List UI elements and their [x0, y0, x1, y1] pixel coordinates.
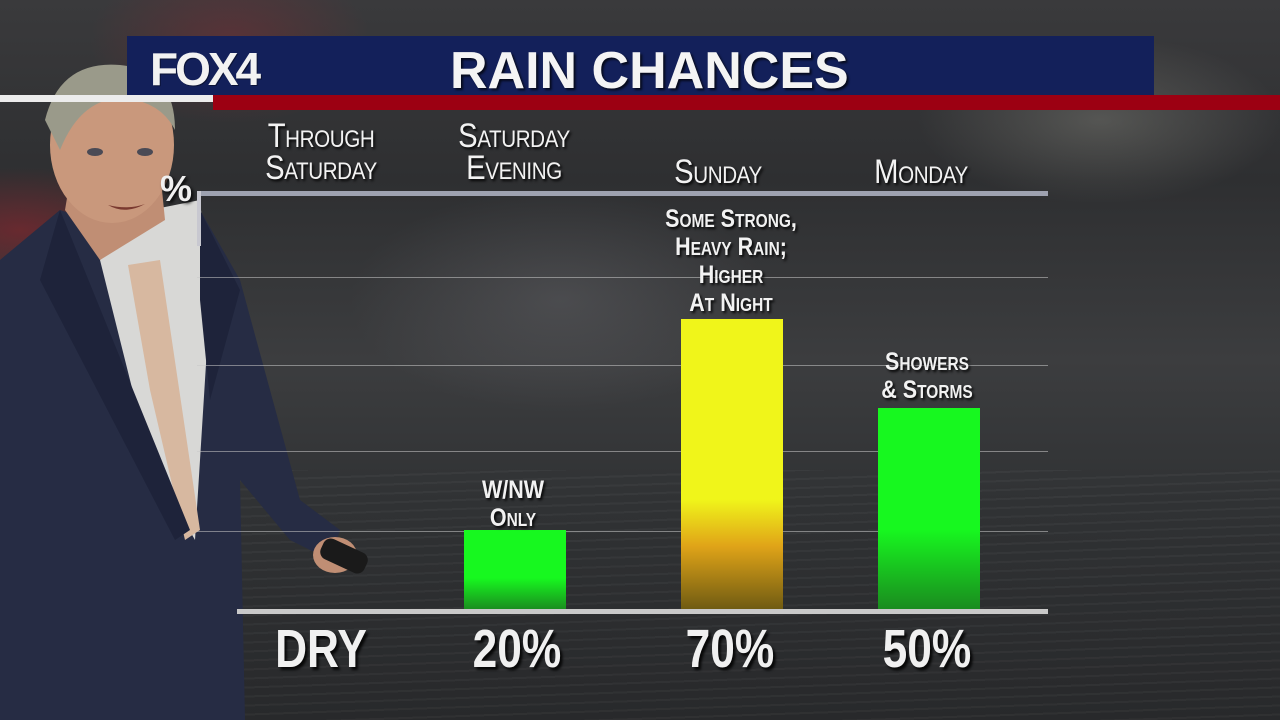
value-saturday-evening: 20%	[472, 619, 562, 679]
graphic-title: RAIN CHANCES	[450, 42, 849, 100]
value-through-saturday: DRY	[275, 619, 367, 679]
chart-baseline	[237, 609, 1048, 614]
partial-axis-label: %	[160, 168, 193, 209]
heading-line: Sunday	[674, 153, 762, 191]
presenter-figure	[0, 64, 368, 720]
gridline-60	[197, 365, 1048, 366]
column-heading-monday: Monday	[835, 153, 1007, 191]
value-sunday: 70%	[685, 619, 775, 679]
gridline-40	[197, 451, 1048, 452]
bar-monday	[878, 408, 980, 610]
bar-saturday-evening	[464, 530, 566, 610]
note-line: At Night	[689, 289, 773, 317]
title-bar	[127, 36, 1154, 96]
heading-line: Monday	[874, 153, 968, 191]
gridline-80	[197, 277, 1048, 278]
heading-line: Evening	[466, 149, 562, 187]
column-heading-sunday: Sunday	[632, 153, 804, 191]
chart-top-line	[197, 191, 1048, 196]
note-line: Some Strong,	[665, 205, 797, 233]
chart-left-line	[197, 191, 201, 246]
title-accent-line	[0, 95, 213, 102]
bar-sunday	[681, 319, 783, 610]
note-sunday: Some Strong, Heavy Rain; Higher At Night	[645, 205, 817, 317]
note-saturday-evening: W/NW Only	[427, 476, 599, 532]
station-logo: FOX4	[150, 43, 261, 95]
value-monday: 50%	[882, 619, 972, 679]
note-line: Heavy Rain;	[675, 233, 787, 261]
note-line: Higher	[698, 261, 764, 289]
title-accent-bar	[213, 95, 1280, 110]
heading-line: Saturday	[265, 149, 377, 187]
note-line: Only	[489, 504, 537, 532]
note-monday: Showers & Storms	[841, 348, 1013, 404]
gridline-20	[197, 531, 1048, 532]
column-heading-saturday-evening: Saturday Evening	[428, 117, 600, 187]
heading-line: Saturday	[458, 117, 570, 155]
column-heading-through-saturday: Through Saturday	[235, 117, 407, 187]
note-line: Showers	[884, 348, 970, 376]
heading-line: Through	[267, 117, 375, 155]
note-line: & Storms	[881, 376, 973, 404]
note-line: W/NW	[481, 476, 545, 504]
